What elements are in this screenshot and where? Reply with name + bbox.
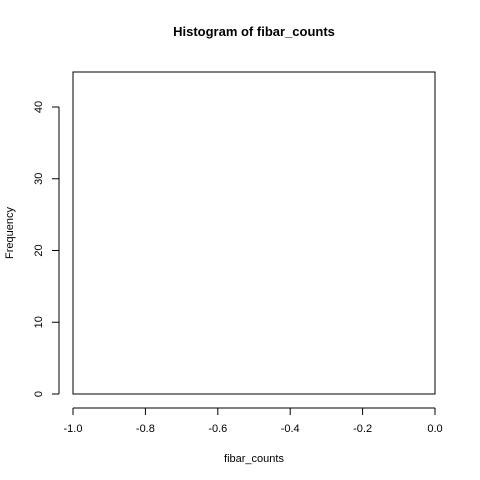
x-tick-label: -0.4 xyxy=(281,423,300,435)
y-tick-label: 10 xyxy=(33,316,45,328)
plot-area-frame xyxy=(72,71,436,395)
x-tick-label: 0.0 xyxy=(427,423,442,435)
x-tick-label: -0.8 xyxy=(136,423,155,435)
x-tick-label: -1.0 xyxy=(64,423,83,435)
x-tick-label: -0.2 xyxy=(353,423,372,435)
y-tick-label: 0 xyxy=(33,391,45,397)
y-tick-label: 40 xyxy=(33,101,45,113)
x-tick-label: -0.6 xyxy=(208,423,227,435)
y-axis-label: Frequency xyxy=(4,207,16,259)
y-tick-label: 30 xyxy=(33,173,45,185)
x-axis: -1.0 -0.8 -0.6 -0.4 -0.2 0.0 xyxy=(64,407,443,435)
y-axis: 0 10 20 30 40 xyxy=(33,101,60,397)
x-axis-label: fibar_counts xyxy=(224,453,284,465)
chart-title: Histogram of fibar_counts xyxy=(173,24,335,39)
y-tick-label: 20 xyxy=(33,244,45,256)
